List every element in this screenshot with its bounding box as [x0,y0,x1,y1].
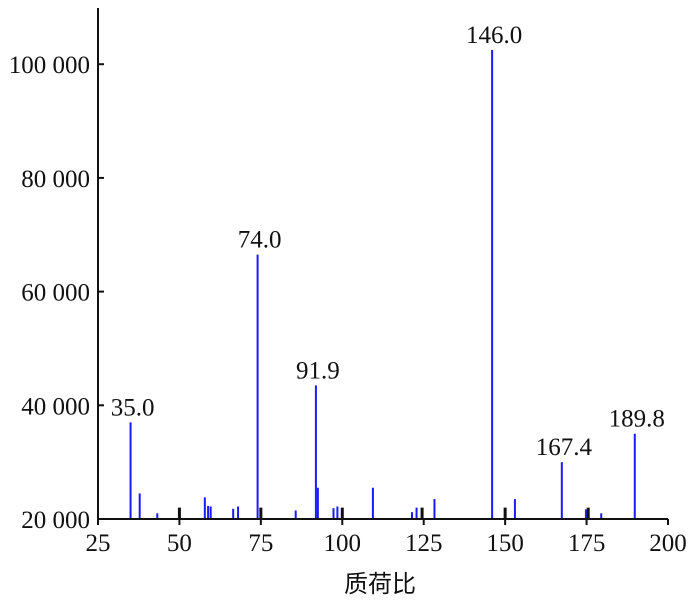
x-axis-title: 质荷比 [344,570,416,598]
x-tick-label-75: 75 [248,530,273,557]
x-ticks: 25 50 75 100 125 150 175 200 [86,519,687,557]
peak-label-74.0: 74.0 [238,227,282,254]
y-tick-label-40000: 40 000 [21,393,90,420]
x-tick-label-50: 50 [167,530,192,557]
x-tick-label-125: 125 [405,530,443,557]
y-tick-label-80000: 80 000 [21,166,90,193]
x-tick-label-150: 150 [486,530,524,557]
axis-marks-layer [177,507,590,519]
peak-label-91.9: 91.9 [296,357,340,384]
x-tick-label-100: 100 [324,530,362,557]
peak-label-35.0: 35.0 [111,394,155,421]
y-tick-label-100000: 100 000 [9,52,90,79]
peaks-layer [129,50,636,519]
peak-label-189.8: 189.8 [609,406,665,433]
peak-label-146.0: 146.0 [466,22,522,49]
y-tick-label-60000: 60 000 [21,280,90,307]
x-tick-label-200: 200 [649,530,687,557]
x-tick-label-175: 175 [568,530,606,557]
y-tick-label-20000: 20 000 [21,507,90,534]
x-tick-label-25: 25 [86,530,111,557]
peak-label-167.4: 167.4 [536,434,593,461]
peak-labels: 35.0 74.0 91.9 146.0 167.4 189.8 [111,22,665,461]
y-ticks: 20 000 40 000 60 000 80 000 100 000 [9,52,104,534]
